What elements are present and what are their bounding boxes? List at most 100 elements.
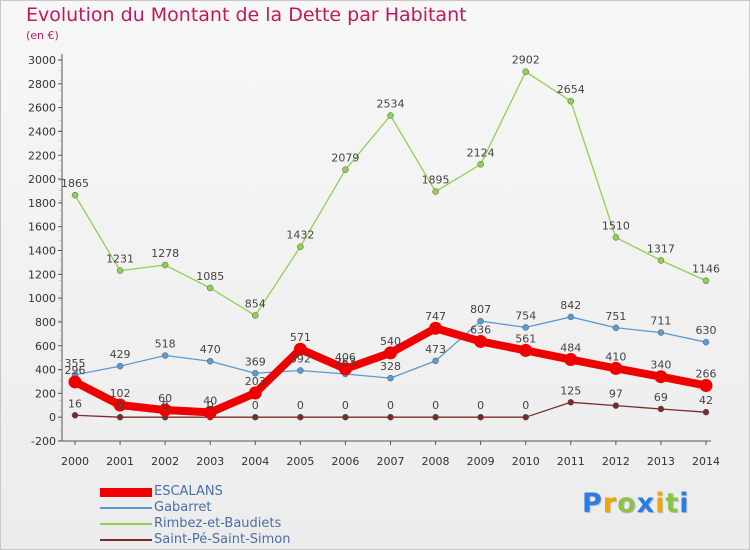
data-label: 1865 (61, 177, 89, 190)
data-point (206, 357, 214, 365)
y-tick-label: 1000 (28, 292, 56, 305)
x-tick-label: 2010 (512, 455, 540, 468)
chart-title: Evolution du Montant de la Dette par Hab… (26, 4, 467, 26)
data-point (297, 243, 304, 250)
data-label: 630 (696, 324, 717, 337)
data-point (342, 413, 349, 421)
data-point (519, 343, 533, 357)
data-point (161, 261, 169, 269)
data-label: 0 (522, 399, 529, 412)
data-label: 363 (335, 356, 356, 369)
data-label: 1895 (422, 174, 450, 187)
data-label: 842 (560, 299, 581, 312)
data-label: 2124 (467, 146, 495, 159)
data-label: 1432 (286, 229, 314, 242)
data-label: 751 (605, 310, 626, 323)
data-label: 0 (387, 399, 394, 412)
data-label: 0 (432, 399, 439, 412)
data-point (654, 370, 668, 384)
data-label: 711 (650, 315, 671, 328)
data-label: 747 (425, 310, 446, 323)
data-point (203, 405, 217, 419)
x-tick-label: 2007 (377, 455, 405, 468)
y-tick-label: 1400 (28, 245, 56, 258)
data-label: 0 (477, 399, 484, 412)
data-point (387, 112, 394, 119)
y-tick-label: 600 (35, 340, 56, 353)
legend-swatch (100, 507, 152, 509)
x-tick-label: 2004 (241, 455, 269, 468)
data-label: 540 (380, 335, 401, 348)
data-point (612, 234, 620, 241)
data-label: 328 (380, 360, 401, 373)
data-point (522, 324, 529, 331)
data-point (567, 399, 575, 406)
data-point (567, 313, 575, 321)
data-label: 410 (605, 350, 626, 363)
series-escalans (68, 321, 713, 419)
data-label: 40 (203, 394, 217, 407)
data-label: 473 (425, 343, 446, 356)
legend-label: ESCALANS (154, 484, 223, 499)
data-point (116, 267, 124, 274)
data-label: 203 (245, 375, 266, 388)
data-label: 1278 (151, 247, 179, 260)
x-tick-label: 2005 (286, 455, 314, 468)
data-label: 754 (515, 309, 536, 322)
data-label: 1146 (692, 263, 720, 276)
data-label: 0 (252, 399, 259, 412)
y-tick-label: 2400 (28, 125, 56, 138)
data-point (429, 321, 443, 335)
data-point (522, 68, 529, 75)
data-point (71, 412, 79, 419)
data-point (387, 413, 394, 421)
data-label: 125 (560, 384, 581, 397)
data-point (702, 338, 710, 346)
series-saint-pe-saint-simon (71, 399, 710, 421)
data-label: 571 (290, 331, 311, 344)
data-label: 369 (245, 355, 266, 368)
data-label: 2079 (331, 152, 359, 165)
data-point (297, 367, 304, 374)
x-tick-label: 2001 (106, 455, 134, 468)
data-label: 0 (342, 399, 349, 412)
data-label: 1317 (647, 242, 675, 255)
data-label: 561 (515, 332, 536, 345)
data-label: 296 (65, 364, 86, 377)
data-point (657, 405, 665, 413)
data-label: 42 (699, 394, 713, 407)
data-label: 1085 (196, 270, 224, 283)
y-tick-label: 1600 (28, 221, 56, 234)
data-point (161, 352, 169, 359)
data-point (432, 357, 439, 365)
y-tick-label: 1200 (28, 268, 56, 281)
x-tick-label: 2006 (331, 455, 359, 468)
data-point (432, 413, 439, 421)
x-tick-label: 2012 (602, 455, 630, 468)
y-tick-label: 2000 (28, 173, 56, 186)
y-tick-label: 2600 (28, 102, 56, 115)
x-tick-label: 2008 (422, 455, 450, 468)
data-point (338, 362, 352, 376)
data-label: 2902 (512, 54, 540, 67)
data-label: 470 (200, 343, 221, 356)
data-point (293, 342, 307, 356)
data-point (432, 188, 439, 195)
data-label: 518 (155, 338, 176, 351)
y-tick-label: 2800 (28, 78, 56, 91)
chart-unit-label: (en €) (26, 29, 59, 42)
data-label: 636 (470, 323, 491, 336)
x-tick-label: 2003 (196, 455, 224, 468)
data-label: 0 (117, 399, 124, 412)
data-label: 0 (297, 399, 304, 412)
data-point (68, 375, 82, 389)
data-label: 97 (609, 388, 623, 401)
legend-label: Rimbez-et-Baudiets (154, 516, 282, 531)
data-point (699, 379, 713, 393)
data-label: 1510 (602, 219, 630, 232)
legend-swatch (100, 523, 152, 525)
data-label: 16 (68, 397, 82, 410)
series-gabarret (71, 313, 710, 382)
y-tick-label: 3000 (28, 54, 56, 67)
data-point (612, 402, 620, 409)
